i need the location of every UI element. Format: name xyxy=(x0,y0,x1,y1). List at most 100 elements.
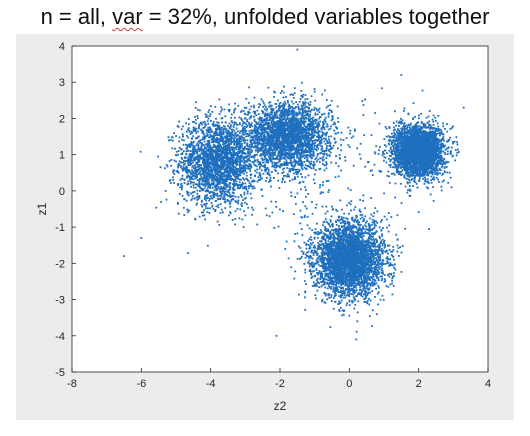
scatter-point xyxy=(281,90,283,92)
scatter-point xyxy=(207,169,209,171)
scatter-point xyxy=(297,176,299,178)
scatter-point xyxy=(272,156,274,158)
scatter-point xyxy=(292,167,294,169)
scatter-point xyxy=(302,127,304,129)
scatter-point xyxy=(303,136,305,138)
scatter-point xyxy=(294,147,296,149)
scatter-point xyxy=(303,119,305,121)
scatter-point xyxy=(241,161,243,163)
scatter-point xyxy=(227,153,229,155)
scatter-point xyxy=(203,158,205,160)
scatter-point xyxy=(192,135,194,137)
scatter-point xyxy=(186,172,188,174)
scatter-point xyxy=(313,147,315,149)
scatter-point xyxy=(210,113,212,115)
scatter-point xyxy=(259,120,261,122)
scatter-point xyxy=(213,164,215,166)
scatter-point xyxy=(324,113,326,115)
scatter-point xyxy=(268,106,270,108)
scatter-point xyxy=(206,184,208,186)
scatter-point xyxy=(263,112,265,114)
scatter-point xyxy=(333,145,335,147)
scatter-point xyxy=(256,131,258,133)
scatter-point xyxy=(227,176,229,178)
scatter-point xyxy=(196,176,198,178)
scatter-point xyxy=(190,163,192,165)
scatter-point xyxy=(263,155,265,157)
scatter-point xyxy=(321,146,323,148)
scatter-point xyxy=(291,142,293,144)
scatter-point xyxy=(264,149,266,151)
scatter-point xyxy=(205,205,207,207)
scatter-point xyxy=(309,129,311,131)
scatter-point xyxy=(185,122,187,124)
scatter-point xyxy=(283,111,285,113)
scatter-point xyxy=(254,113,256,115)
scatter-point xyxy=(204,198,206,200)
scatter-point xyxy=(205,143,207,145)
scatter-point xyxy=(300,112,302,114)
scatter-point xyxy=(178,121,180,123)
scatter-point xyxy=(442,123,444,125)
scatter-point xyxy=(325,143,327,145)
scatter-point xyxy=(211,163,213,165)
scatter-point xyxy=(222,188,224,190)
scatter-point xyxy=(168,140,170,142)
scatter-point xyxy=(226,174,228,176)
scatter-point xyxy=(253,186,255,188)
scatter-point xyxy=(202,188,204,190)
scatter-point xyxy=(241,125,243,127)
scatter-point xyxy=(333,124,335,126)
scatter-point xyxy=(278,105,280,107)
scatter-point xyxy=(203,134,205,136)
scatter-point xyxy=(205,148,207,150)
scatter-point xyxy=(193,184,195,186)
scatter-point xyxy=(330,136,332,138)
scatter-point xyxy=(214,190,216,192)
scatter-point xyxy=(244,140,246,142)
scatter-point xyxy=(179,137,181,139)
scatter-point xyxy=(243,149,245,151)
scatter-point xyxy=(250,149,252,151)
scatter-point xyxy=(237,105,239,107)
scatter-point xyxy=(277,100,279,102)
scatter-point xyxy=(396,121,398,123)
scatter-point xyxy=(260,154,262,156)
scatter-point xyxy=(240,118,242,120)
scatter-point xyxy=(189,170,191,172)
scatter-point xyxy=(198,183,200,185)
scatter-point xyxy=(300,137,302,139)
scatter-point xyxy=(268,125,270,127)
scatter-point xyxy=(337,132,339,134)
scatter-point xyxy=(321,135,323,137)
scatter-point xyxy=(185,153,187,155)
scatter-point xyxy=(264,145,266,147)
scatter-point xyxy=(288,104,290,106)
scatter-point xyxy=(301,121,303,123)
scatter-point xyxy=(229,183,231,185)
scatter-point xyxy=(340,149,342,151)
scatter-point xyxy=(312,149,314,151)
scatter-point xyxy=(197,115,199,117)
scatter-point xyxy=(228,138,230,140)
scatter-point xyxy=(326,180,328,182)
scatter-point xyxy=(175,161,177,163)
scatter-point xyxy=(244,157,246,159)
scatter-point xyxy=(212,155,214,157)
scatter-point xyxy=(228,200,230,202)
scatter-point xyxy=(218,147,220,149)
scatter-point xyxy=(273,152,275,154)
scatter-point xyxy=(183,164,185,166)
scatter-point xyxy=(361,100,363,102)
scatter-point xyxy=(209,132,211,134)
scatter-point xyxy=(233,189,235,191)
scatter-point xyxy=(254,111,256,113)
scatter-point xyxy=(189,146,191,148)
scatter-point xyxy=(235,200,237,202)
scatter-point xyxy=(241,165,243,167)
scatter-point xyxy=(182,133,184,135)
scatter-point xyxy=(310,139,312,141)
scatter-point xyxy=(325,150,327,152)
scatter-point xyxy=(203,174,205,176)
scatter-point xyxy=(222,198,224,200)
